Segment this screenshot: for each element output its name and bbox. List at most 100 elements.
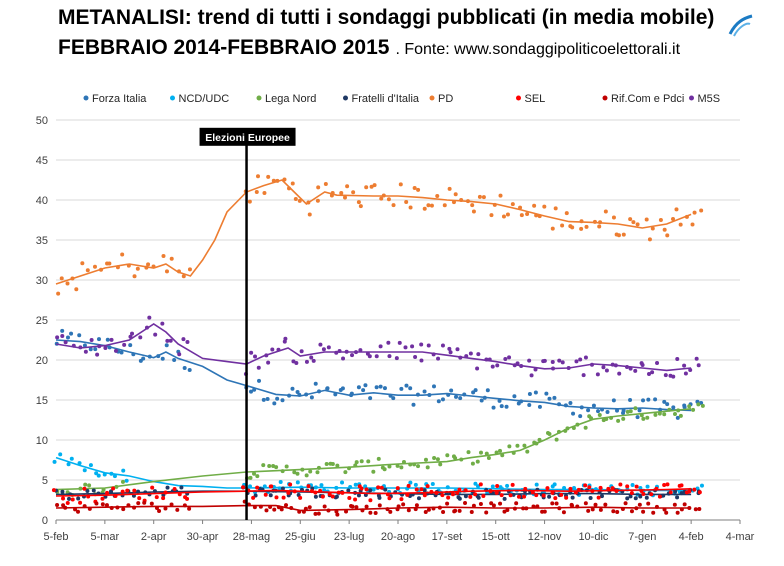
data-point — [284, 503, 289, 508]
data-point — [623, 501, 628, 506]
data-point — [313, 494, 318, 499]
data-point — [356, 200, 361, 205]
data-point — [447, 186, 452, 191]
data-point — [378, 384, 383, 389]
data-point — [692, 210, 697, 215]
data-point — [500, 453, 505, 458]
data-point — [65, 335, 70, 340]
data-point — [404, 383, 409, 388]
data-point — [527, 392, 532, 397]
data-point — [633, 368, 638, 373]
data-point — [66, 462, 71, 467]
trend-line — [55, 504, 692, 512]
data-point — [267, 464, 272, 469]
data-point — [534, 482, 539, 487]
data-point — [568, 400, 573, 405]
data-point — [634, 484, 639, 489]
data-point — [406, 508, 411, 513]
data-point — [374, 354, 379, 359]
data-point — [255, 174, 260, 179]
x-tick-label: 5-feb — [43, 531, 68, 543]
data-point — [419, 342, 424, 347]
data-point — [315, 470, 320, 475]
data-point — [316, 511, 321, 516]
data-point — [475, 459, 480, 464]
data-point — [559, 492, 564, 497]
data-point — [387, 464, 392, 469]
data-point — [77, 333, 82, 338]
data-point — [325, 386, 330, 391]
x-tick-label: 25-giu — [285, 531, 316, 543]
data-point — [169, 502, 174, 507]
data-point — [181, 274, 186, 279]
data-point — [419, 487, 424, 492]
data-point — [494, 490, 499, 495]
data-point — [270, 347, 275, 352]
data-point — [394, 356, 399, 361]
data-point — [507, 355, 512, 360]
data-point — [699, 483, 704, 488]
data-point — [55, 502, 60, 507]
data-point — [121, 468, 126, 473]
data-point — [697, 507, 702, 512]
data-point — [687, 404, 692, 409]
data-point — [616, 233, 621, 238]
data-point — [641, 509, 646, 514]
legend-marker — [170, 95, 175, 101]
data-point — [341, 356, 346, 361]
data-point — [499, 404, 504, 409]
data-point — [383, 487, 388, 492]
data-point — [88, 463, 93, 468]
data-point — [94, 471, 99, 476]
data-point — [499, 493, 504, 498]
data-point — [76, 496, 81, 501]
x-tick-label: 12-nov — [528, 531, 562, 543]
data-point — [611, 398, 616, 403]
data-point — [490, 364, 495, 369]
data-point — [588, 495, 593, 500]
source-label: . Fonte: www.sondaggipoliticoelettorali.… — [395, 41, 681, 58]
data-point — [120, 252, 125, 257]
data-point — [542, 204, 547, 209]
data-point — [615, 408, 620, 413]
data-point — [408, 205, 413, 210]
data-point — [399, 465, 404, 470]
data-point — [644, 495, 649, 500]
data-point — [491, 405, 496, 410]
data-point — [187, 368, 192, 373]
data-point — [87, 483, 92, 488]
data-point — [319, 483, 324, 488]
data-point — [574, 359, 579, 364]
data-point — [470, 461, 475, 466]
x-tick-label: 15-ott — [482, 531, 510, 543]
data-point — [364, 185, 369, 190]
data-point — [70, 497, 75, 502]
data-point — [364, 504, 369, 509]
data-point — [330, 462, 335, 467]
data-point — [377, 503, 382, 508]
data-point — [295, 389, 300, 394]
data-point — [605, 410, 610, 415]
data-point — [80, 261, 85, 266]
data-point — [391, 203, 396, 208]
data-point — [564, 211, 569, 216]
data-point — [241, 485, 246, 490]
data-point — [274, 495, 279, 500]
data-point — [682, 363, 687, 368]
data-point — [422, 493, 427, 498]
legend-label: Lega Nord — [265, 93, 316, 105]
trend-line — [55, 179, 692, 285]
data-point — [172, 487, 177, 492]
data-point — [185, 496, 190, 501]
data-point — [553, 206, 558, 211]
data-point — [65, 500, 70, 505]
data-point — [316, 185, 321, 190]
data-point — [631, 220, 636, 225]
data-point — [515, 443, 520, 448]
data-point — [475, 366, 480, 371]
data-point — [278, 479, 283, 484]
data-point — [457, 508, 462, 513]
data-point — [359, 486, 364, 491]
period-label: FEBBRAIO 2014-FEBBRAIO 2015 — [58, 36, 390, 59]
data-point — [164, 343, 169, 348]
